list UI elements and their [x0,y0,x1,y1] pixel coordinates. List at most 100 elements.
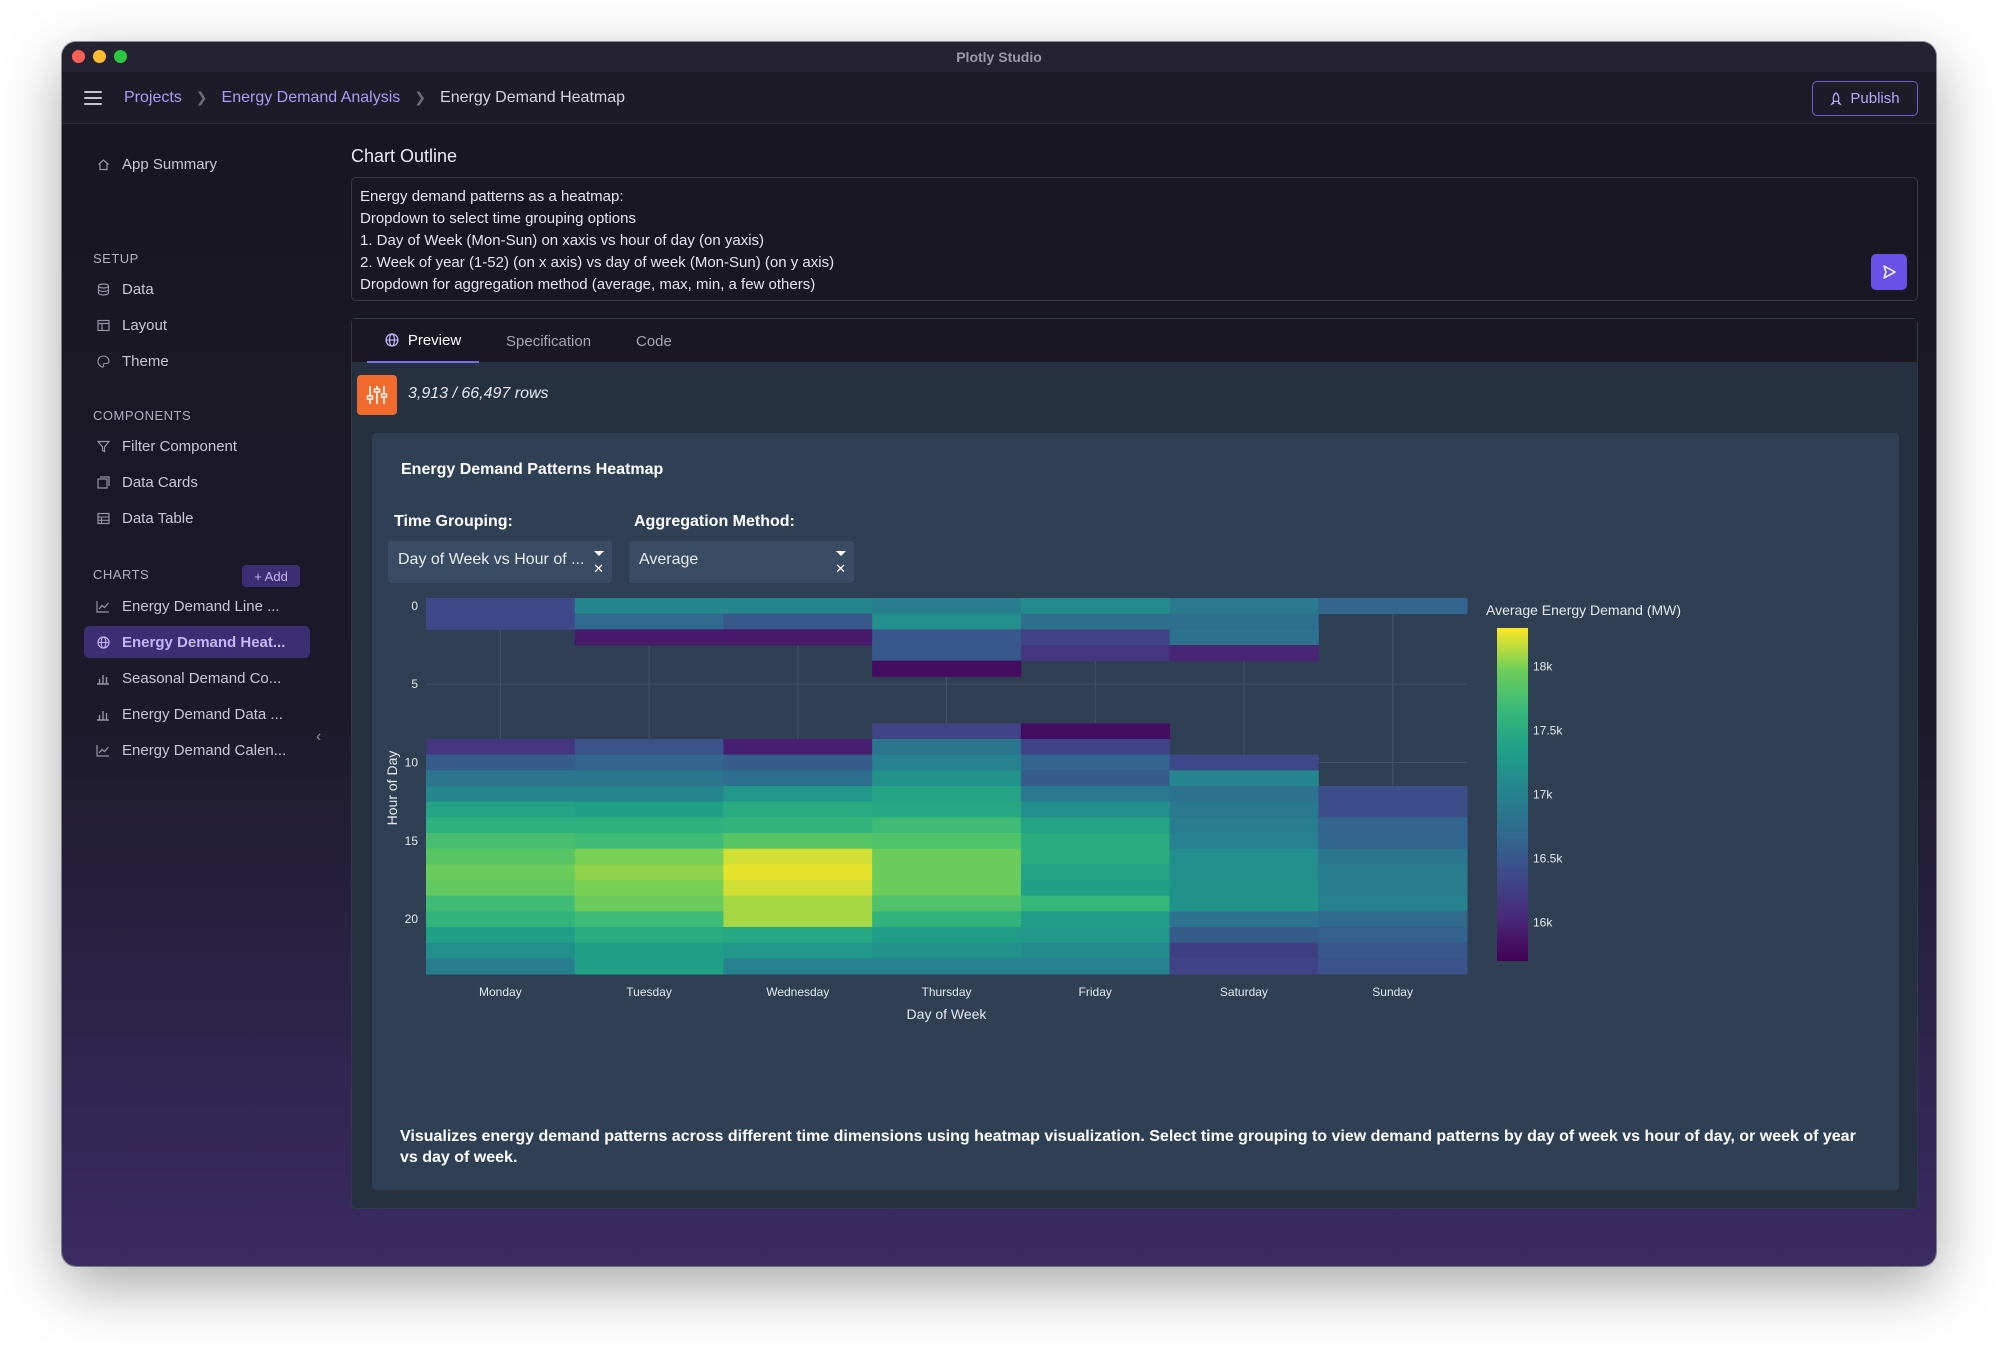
colorbar-tick-label: 17.5k [1533,723,1563,737]
x-tick-label: Saturday [1220,985,1268,999]
section-label-charts: CHARTS [93,567,150,582]
globe-icon [96,635,110,649]
tab-label: Specification [506,332,592,350]
breadcrumb-project[interactable]: Energy Demand Analysis [221,88,401,106]
globe-icon [385,333,399,347]
heatmap-cell [872,598,1022,615]
heatmap-cell [426,864,576,881]
sidebar-item-label: Data Cards [122,473,198,491]
sidebar-item-layout[interactable]: Layout [84,309,310,341]
heatmap-cell [426,754,576,771]
sidebar-item-label: Seasonal Demand Co... [122,669,282,687]
sidebar-item-data[interactable]: Data [84,273,310,305]
heatmap-cell [723,754,873,771]
heatmap-cell [723,786,873,803]
bar-chart-icon [96,707,110,721]
chart-title: Energy Demand Patterns Heatmap [401,461,664,478]
heatmap-cell [872,833,1022,850]
y-tick-label: 15 [405,834,419,848]
sidebar-item-filter-component[interactable]: Filter Component [84,430,310,462]
tab-preview[interactable]: Preview [367,319,479,363]
heatmap-cell [1318,895,1468,912]
heatmap-cell [1318,958,1468,975]
heatmap-cell [723,958,873,975]
heatmap-cell [1169,645,1319,662]
time-grouping-dropdown[interactable]: Day of Week vs Hour of ... ✕ [388,541,612,583]
heatmap-cell [1318,880,1468,897]
sidebar-item-chart[interactable]: Energy Demand Calen... [84,734,310,766]
sidebar-item-chart-active[interactable]: Energy Demand Heat... [84,626,310,658]
sidebar-item-chart[interactable]: Energy Demand Line ... [84,590,310,622]
add-chart-button[interactable]: + Add [242,565,300,587]
tab-code[interactable]: Code [636,319,672,363]
heatmap-cell [426,911,576,928]
heatmap-cell [1020,598,1171,615]
chevron-right-icon: ❯ [195,89,208,105]
aggregation-method-dropdown[interactable]: Average ✕ [629,541,854,583]
heatmap-cell [1020,739,1171,756]
y-tick-label: 20 [405,912,419,926]
publish-button[interactable]: Publish [1812,81,1918,116]
sidebar-item-data-table[interactable]: Data Table [84,502,310,534]
heatmap-cell [574,786,724,803]
heatmap-chart[interactable]: Monday Tuesday Wednesday Thursday Friday Satu… [372,593,1899,1113]
cards-icon [96,475,110,489]
heatmap-cell [1169,629,1319,646]
heatmap-cell [1169,880,1319,897]
y-axis-title: Hour of Day [384,751,400,826]
heatmap-cell [1020,833,1171,850]
close-window-button[interactable] [72,50,85,63]
sidebar-item-label: App Summary [122,155,218,173]
time-grouping-label: Time Grouping: [394,513,513,530]
sidebar-item-chart[interactable]: Energy Demand Data ... [84,698,310,730]
heatmap-cell [426,942,576,959]
heatmap-cell [1318,817,1468,834]
send-button[interactable] [1871,254,1907,290]
heatmap-cell [574,833,724,850]
heatmap-cell [1169,786,1319,803]
window-controls [72,50,127,63]
heatmap-cell [872,864,1022,881]
sidebar: App Summary SETUP Data Layout Theme COMP… [62,124,322,1266]
minimize-window-button[interactable] [93,50,106,63]
chart-outline-textarea[interactable]: Energy demand patterns as a heatmap: Dro… [351,177,1918,301]
maximize-window-button[interactable] [114,50,127,63]
heatmap-cell [1169,958,1319,975]
breadcrumb: Projects ❯ Energy Demand Analysis ❯ Ener… [124,89,625,107]
sidebar-item-data-cards[interactable]: Data Cards [84,466,310,498]
sidebar-item-theme[interactable]: Theme [84,345,310,377]
sidebar-item-chart[interactable]: Seasonal Demand Co... [84,662,310,694]
colorbar-tick-label: 16k [1533,916,1553,930]
chart-card: Energy Demand Patterns Heatmap Time Grou… [372,433,1899,1190]
heatmap-cell [872,786,1022,803]
sidebar-item-app-summary[interactable]: App Summary [84,148,310,180]
heatmap-cell [1169,770,1319,787]
collapse-sidebar-icon[interactable]: ‹ [316,728,322,745]
heatmap-cell [426,958,576,975]
outline-line: Dropdown to select time grouping options [360,210,636,227]
clear-icon[interactable]: ✕ [593,561,604,576]
layout-icon [96,318,110,332]
breadcrumb-projects[interactable]: Projects [124,88,182,106]
heatmap-cell [574,848,724,865]
chevron-down-icon[interactable] [594,551,604,556]
top-bar: Projects ❯ Energy Demand Analysis ❯ Ener… [62,72,1936,124]
heatmap-cell [574,770,724,787]
clear-icon[interactable]: ✕ [835,561,846,576]
dropdown-value: Day of Week vs Hour of ... [398,551,585,568]
heatmap-cell [426,770,576,787]
table-icon [96,511,110,525]
outline-line: 2. Week of year (1-52) (on x axis) vs da… [360,254,835,271]
sliders-icon [366,386,388,404]
heatmap-cell [1169,598,1319,615]
sidebar-item-label: Filter Component [122,437,238,455]
heatmap-cell [574,927,724,944]
tab-specification[interactable]: Specification [506,319,591,363]
app-window: Plotly Studio Projects ❯ Energy Demand A… [62,42,1936,1266]
heatmap-cell [723,864,873,881]
hamburger-menu-icon[interactable] [84,90,102,105]
x-tick-label: Friday [1079,985,1112,999]
chevron-down-icon[interactable] [836,551,846,556]
filter-toggle-button[interactable] [357,375,397,415]
section-label-components: COMPONENTS [93,408,192,423]
